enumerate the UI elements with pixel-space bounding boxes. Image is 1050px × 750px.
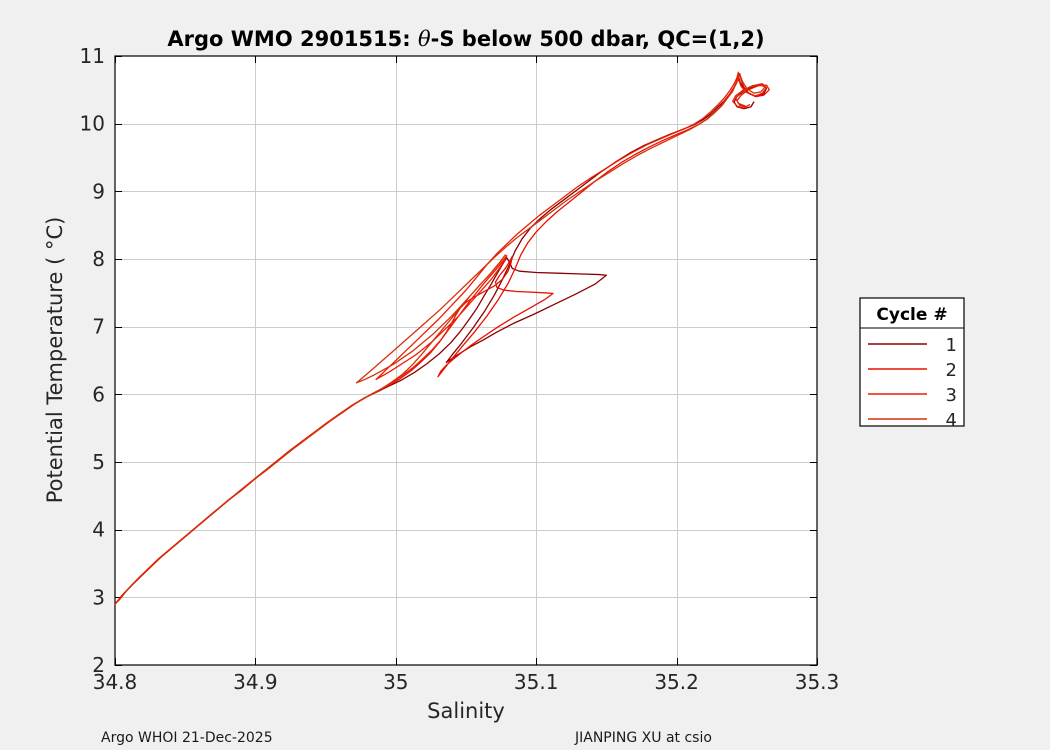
y-tick-label: 8 — [92, 247, 105, 271]
legend-label-2: 2 — [946, 360, 957, 381]
y-tick-label: 7 — [92, 315, 105, 339]
legend-label-4: 4 — [946, 410, 957, 431]
y-axis-label: Potential Temperature ( °C) — [43, 217, 67, 504]
legend-label-1: 1 — [946, 335, 957, 356]
legend-label-3: 3 — [946, 385, 957, 406]
y-tick-label: 9 — [92, 179, 105, 203]
x-tick-label: 35.1 — [514, 670, 559, 694]
y-tick-label: 10 — [80, 112, 105, 136]
x-tick-label: 35.2 — [654, 670, 699, 694]
legend-entry-4[interactable]: 4 — [868, 410, 957, 431]
data-series-layer — [114, 71, 770, 605]
y-tick-label: 2 — [92, 653, 105, 677]
x-tick-label: 34.9 — [233, 670, 278, 694]
legend-entry-2[interactable]: 2 — [868, 360, 957, 381]
plot-area — [114, 55, 818, 666]
x-axis-label: Salinity — [427, 699, 505, 723]
y-tick-label: 5 — [92, 450, 105, 474]
y-tick-label: 11 — [80, 44, 105, 68]
footer-left: Argo WHOI 21-Dec-2025 — [101, 730, 273, 746]
x-tick-label: 35.3 — [795, 670, 840, 694]
y-tick-label: 6 — [92, 382, 105, 406]
legend-title: Cycle # — [876, 305, 947, 325]
y-tick-label: 3 — [92, 585, 105, 609]
legend: Cycle # 1 2 3 4 — [859, 297, 965, 431]
y-tick-labels: 2 3 4 5 6 7 8 9 10 11 — [80, 44, 105, 677]
legend-entry-3[interactable]: 3 — [868, 385, 957, 406]
series-line-cycle-4 — [118, 73, 766, 601]
legend-box — [859, 297, 965, 427]
legend-entries: 1 2 3 4 — [868, 335, 957, 431]
tickmarks — [114, 55, 819, 667]
footer-right: JIANPING XU at csio — [574, 730, 712, 746]
x-tick-label: 34.8 — [93, 670, 138, 694]
x-tick-label: 35 — [383, 670, 408, 694]
y-tick-label: 4 — [92, 518, 105, 542]
x-tick-labels: 34.8 34.9 35 35.1 35.2 35.3 — [93, 670, 840, 694]
legend-entry-1[interactable]: 1 — [868, 335, 957, 356]
chart-title: Argo WMO 2901515: θ-S below 500 dbar, QC… — [167, 27, 764, 51]
